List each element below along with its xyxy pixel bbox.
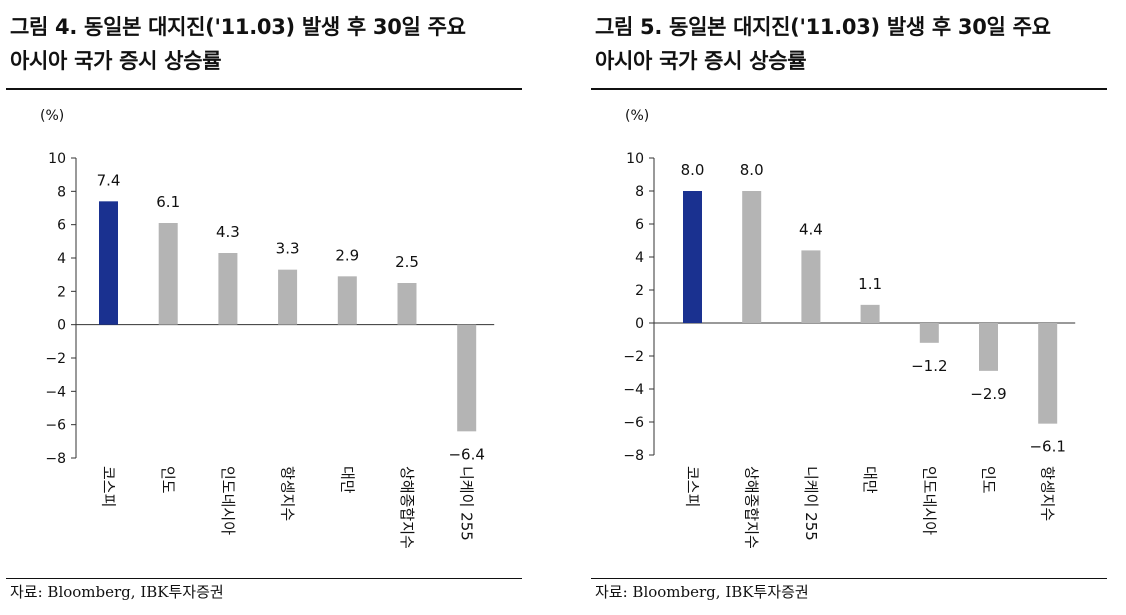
y-tick-label: 2 [635, 283, 644, 299]
category-label: 대만 [338, 466, 356, 494]
data-label: −2.9 [970, 385, 1006, 403]
data-label: 2.9 [335, 246, 359, 264]
category-label: 니케이 255 [458, 466, 476, 541]
figure-title: 그림 4. 동일본 대지진('11.03) 발생 후 30일 주요 아시아 국가… [10, 10, 526, 78]
category-label: 상해종합지수 [743, 466, 761, 549]
y-tick-label: 4 [635, 250, 644, 266]
bar [683, 191, 702, 323]
unit-label: (%) [625, 108, 650, 124]
bar [919, 323, 939, 343]
unit-label: (%) [40, 108, 65, 124]
data-label: 6.1 [156, 193, 180, 211]
category-label: 인도 [159, 466, 177, 494]
bar [397, 283, 417, 325]
category-label: 항셍지수 [279, 466, 297, 521]
category-label: 코스피 [684, 466, 702, 507]
bar [337, 276, 357, 325]
source-rule [6, 578, 522, 579]
y-tick-label: −8 [623, 448, 644, 464]
y-tick-label: 10 [48, 151, 66, 167]
y-tick-label: 6 [635, 217, 644, 233]
data-label: 8.0 [681, 161, 705, 179]
title-rule [591, 88, 1107, 90]
category-label: 인도 [980, 466, 998, 494]
y-tick-label: −4 [45, 384, 66, 400]
data-label: 4.4 [799, 220, 823, 238]
category-label: 상해종합지수 [398, 466, 416, 549]
bar [801, 250, 821, 323]
category-label: 코스피 [100, 466, 118, 507]
data-label: 4.3 [216, 223, 240, 241]
category-label: 니케이 255 [802, 466, 820, 541]
y-tick-label: 6 [57, 218, 66, 234]
bar [218, 253, 238, 325]
y-tick-label: −4 [623, 382, 644, 398]
y-tick-label: 8 [57, 184, 66, 200]
data-label: 2.5 [395, 253, 419, 271]
data-label: 7.4 [97, 171, 121, 189]
bar [860, 304, 880, 323]
bar [457, 324, 477, 432]
chart-panel-5: 그림 5. 동일본 대지진('11.03) 발생 후 30일 주요 아시아 국가… [591, 0, 1111, 615]
y-tick-label: −6 [623, 415, 644, 431]
y-tick-label: −2 [45, 351, 66, 367]
y-tick-label: 8 [635, 184, 644, 200]
category-label: 항셍지수 [1039, 466, 1057, 521]
source-rule [591, 578, 1107, 579]
source-note: 자료: Bloomberg, IBK투자증권 [595, 583, 809, 601]
chart-panel-4: 그림 4. 동일본 대지진('11.03) 발생 후 30일 주요 아시아 국가… [6, 0, 526, 615]
category-label: 인도네시아 [920, 466, 938, 535]
bar-chart: 10 8 6 4 2 0 −2 −4 −6 −8 7.4 코스피 6.1 인도 4.3 인도네시아 3.3 항셍지… [45, 151, 495, 549]
data-label: −6.1 [1029, 438, 1065, 456]
y-tick-label: 10 [626, 151, 644, 167]
category-label: 대만 [861, 466, 879, 494]
figure-title: 그림 5. 동일본 대지진('11.03) 발생 후 30일 주요 아시아 국가… [595, 10, 1111, 78]
y-tick-label: −6 [45, 418, 66, 434]
bar [99, 201, 118, 325]
y-tick-label: 4 [57, 251, 66, 267]
y-tick-label: 2 [57, 284, 66, 300]
data-label: −6.4 [448, 445, 484, 463]
y-tick-label: −8 [45, 451, 66, 467]
bar [979, 323, 998, 371]
data-label: 8.0 [740, 161, 764, 179]
bar [742, 191, 762, 323]
bar [278, 269, 298, 325]
figure-title-line2: 아시아 국가 증시 상승률 [10, 49, 222, 73]
bar [1038, 323, 1058, 424]
figure-title-line1: 그림 4. 동일본 대지진('11.03) 발생 후 30일 주요 [10, 15, 466, 39]
data-label: −1.2 [911, 357, 947, 375]
source-note: 자료: Bloomberg, IBK투자증권 [10, 583, 224, 601]
figure-title-line1: 그림 5. 동일본 대지진('11.03) 발생 후 30일 주요 [595, 15, 1051, 39]
data-label: 1.1 [858, 275, 882, 293]
data-label: 3.3 [276, 240, 300, 258]
y-tick-label: 0 [635, 316, 644, 332]
bar [158, 223, 178, 325]
y-tick-label: −2 [623, 349, 644, 365]
title-rule [6, 88, 522, 90]
bar-chart: 10 8 6 4 2 0 −2 −4 −6 −8 8.0 코스피 8.0 상해종합지수 4.4 니케이 255… [623, 151, 1076, 549]
category-label: 인도네시아 [219, 466, 237, 535]
y-tick-label: 0 [57, 318, 66, 334]
figure-title-line2: 아시아 국가 증시 상승률 [595, 49, 807, 73]
